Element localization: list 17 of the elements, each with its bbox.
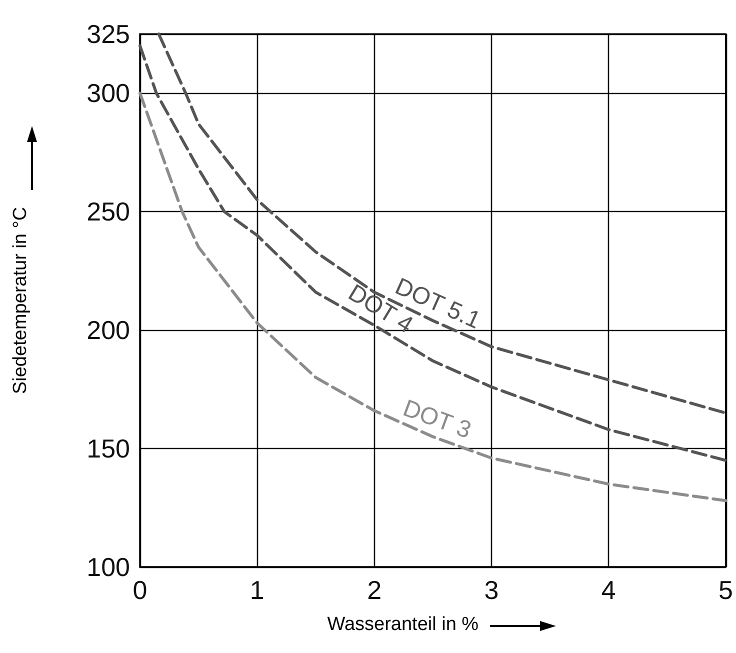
text: DOT 3 [399, 394, 475, 444]
x-axis-title: Wasseranteil in % [327, 614, 479, 635]
y-axis-title: Siedetemperatur in °C [10, 206, 31, 394]
x-tick-label: 1 [250, 575, 264, 605]
y-tick-label: 150 [86, 434, 130, 464]
y-tick-label: 100 [86, 552, 130, 582]
y-tick-label: 200 [86, 315, 130, 346]
y-tick-label: 325 [86, 19, 130, 49]
line-series [138, 44, 728, 462]
x-tick-label: 2 [367, 575, 382, 605]
x-tick-label: 4 [601, 575, 616, 605]
y-tick-label: 250 [86, 196, 130, 227]
x-tick-label: 0 [132, 575, 148, 605]
x-tick-label: 5 [718, 575, 734, 605]
line-series [138, 92, 728, 502]
y-tick-label: 300 [86, 78, 130, 108]
x-tick-label: 3 [484, 575, 499, 605]
